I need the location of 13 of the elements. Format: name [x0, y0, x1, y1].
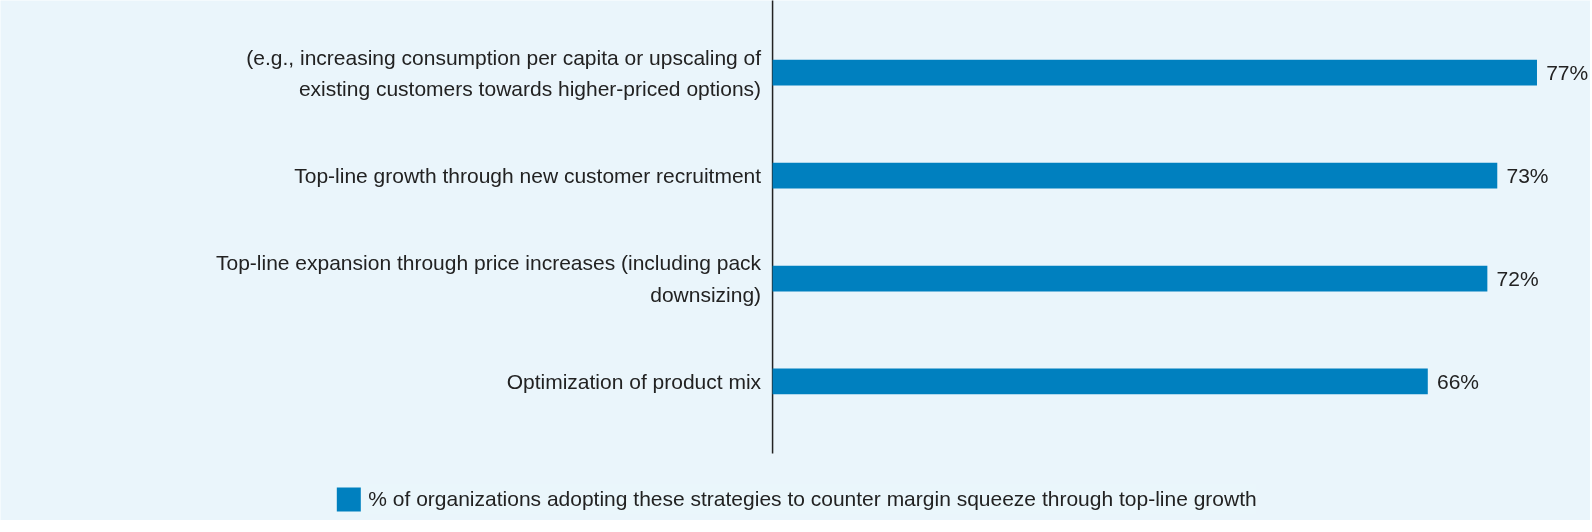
data-label: 66%: [1436, 369, 1479, 393]
y-tick-label: Optimization of product mix: [506, 369, 762, 393]
data-label: 72%: [1496, 267, 1539, 291]
bar: [772, 368, 1428, 395]
data-label: 77%: [1546, 61, 1589, 85]
data-label: 73%: [1506, 164, 1549, 188]
bar: [772, 265, 1488, 292]
bar: [772, 162, 1498, 189]
y-tick-label: (e.g., increasing consumption per capita or upscaling of existing customers towards higher-priced options): [246, 45, 762, 100]
y-tick-label: Top-line growth through new customer recruitment: [294, 164, 762, 188]
bar: [772, 59, 1537, 86]
y-tick-label: Top-line expansion through price increases (including pack downsizing): [215, 251, 762, 306]
legend-label: % of organizations adopting these strategies to counter margin squeeze through top-line growth: [368, 487, 1257, 511]
